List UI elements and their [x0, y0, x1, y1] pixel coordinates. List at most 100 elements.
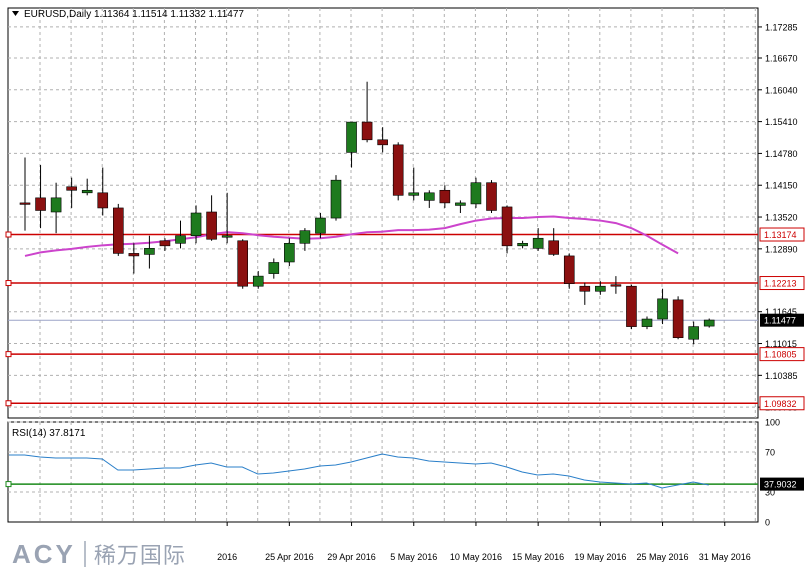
candle-body [455, 202, 466, 206]
header-triangle-icon[interactable] [12, 11, 19, 16]
horizontal-level-label: 1.10805 [764, 350, 797, 360]
bearish-candle [113, 203, 124, 256]
bullish-candle [657, 288, 668, 325]
candle-body [159, 240, 171, 247]
candle-body [517, 242, 528, 247]
bullish-candle [50, 182, 62, 234]
price-axis-label: 1.11645 [765, 307, 797, 317]
bearish-candle [439, 185, 451, 208]
candle-body [672, 299, 684, 339]
bullish-candle [144, 235, 155, 269]
time-axis-label: 25 May 2016 [637, 552, 689, 562]
bearish-candle [579, 282, 591, 305]
bearish-candle [672, 296, 684, 340]
bearish-candle [361, 81, 373, 143]
candle-body [688, 326, 699, 340]
candle-body [237, 240, 248, 287]
horizontal-level-label: 1.12213 [764, 279, 797, 289]
bearish-candle [610, 276, 622, 294]
bullish-candle [517, 240, 528, 249]
candle-body [206, 211, 217, 240]
bullish-candle [641, 316, 653, 330]
rsi-axis-label: 30 [765, 488, 775, 498]
candle-body [175, 235, 186, 244]
bearish-candle [501, 205, 513, 254]
candle-body [361, 121, 373, 141]
candle-body [470, 182, 482, 205]
candle-body [128, 253, 140, 257]
bullish-candle [221, 192, 233, 244]
bearish-candle [128, 243, 140, 274]
bullish-candle [703, 318, 715, 328]
candle-body [81, 189, 93, 194]
candle-body [97, 192, 109, 209]
price-axis-label: 1.11015 [765, 339, 797, 349]
watermark-divider [83, 541, 86, 567]
candle-body [315, 217, 326, 234]
bearish-candle [35, 165, 46, 229]
candle-body [423, 192, 435, 201]
bullish-candle [330, 175, 342, 221]
watermark-brand: ACY [12, 538, 76, 569]
candle-body [703, 319, 715, 327]
bullish-candle [455, 200, 466, 213]
time-axis-label: 5 May 2016 [390, 552, 437, 562]
bearish-candle [66, 177, 77, 208]
candle-body [50, 197, 62, 213]
bearish-candle [19, 157, 31, 231]
time-axis-label: 31 May 2016 [699, 552, 751, 562]
candle-body [268, 262, 280, 274]
price-axis-label: 1.16670 [765, 53, 798, 63]
bullish-candle [532, 228, 544, 251]
current-price-label: 1.11477 [764, 316, 796, 326]
time-axis-label: 2016 [217, 552, 237, 562]
candle-body [330, 179, 342, 219]
candle-body [19, 202, 31, 205]
rsi-axis-label: 0 [765, 518, 770, 528]
candle-body [144, 248, 155, 255]
bearish-candle [159, 238, 171, 251]
bearish-candle [548, 228, 560, 256]
candle-body [113, 207, 124, 254]
bearish-candle [97, 167, 109, 216]
price-axis-label: 1.14150 [765, 181, 798, 191]
rsi-level-anchor [5, 481, 12, 488]
candle-body [641, 318, 653, 327]
watermark-logo: ACY 稀万国际 [12, 538, 186, 570]
time-axis-label: 19 May 2016 [574, 552, 626, 562]
candle-body [486, 182, 497, 211]
rsi-level-tag [760, 477, 804, 491]
candle-body [548, 240, 560, 255]
bearish-candle [486, 180, 497, 213]
watermark-brand-cn: 稀万国际 [93, 543, 186, 568]
price-axis-label: 1.14780 [765, 149, 798, 159]
bearish-candle [377, 127, 388, 153]
candle-body [501, 206, 513, 247]
rsi-label: RSI(14) 37.8171 [12, 428, 86, 439]
bullish-candle [81, 178, 93, 196]
time-axis-label: 15 May 2016 [512, 552, 564, 562]
candle-body [392, 144, 404, 196]
bearish-candle [237, 239, 248, 289]
time-axis-label: 10 May 2016 [450, 552, 502, 562]
horizontal-level-tag [759, 347, 805, 362]
horizontal-level-label: 1.09832 [764, 399, 797, 409]
price-panel: 1.17285 1.16670 1.16040 1.15410 1.14780 1.141… [5, 7, 805, 419]
bearish-candle [563, 253, 575, 289]
price-axis-label: 1.17285 [765, 22, 798, 32]
bullish-candle [252, 271, 264, 289]
bearish-candle [626, 284, 637, 330]
bullish-candle [688, 321, 699, 345]
bullish-candle [299, 228, 311, 251]
rsi-level-label: 37.9032 [764, 480, 797, 490]
price-axis-label: 1.12890 [765, 244, 798, 254]
horizontal-level-anchor [5, 400, 12, 407]
price-axis-label: 1.15410 [765, 117, 798, 127]
horizontal-level-anchor [5, 280, 12, 287]
bullish-candle [284, 238, 295, 267]
bearish-candle [392, 142, 404, 201]
bullish-candle [346, 121, 357, 168]
horizontal-level-anchor [5, 231, 12, 238]
bullish-candle [470, 177, 482, 208]
